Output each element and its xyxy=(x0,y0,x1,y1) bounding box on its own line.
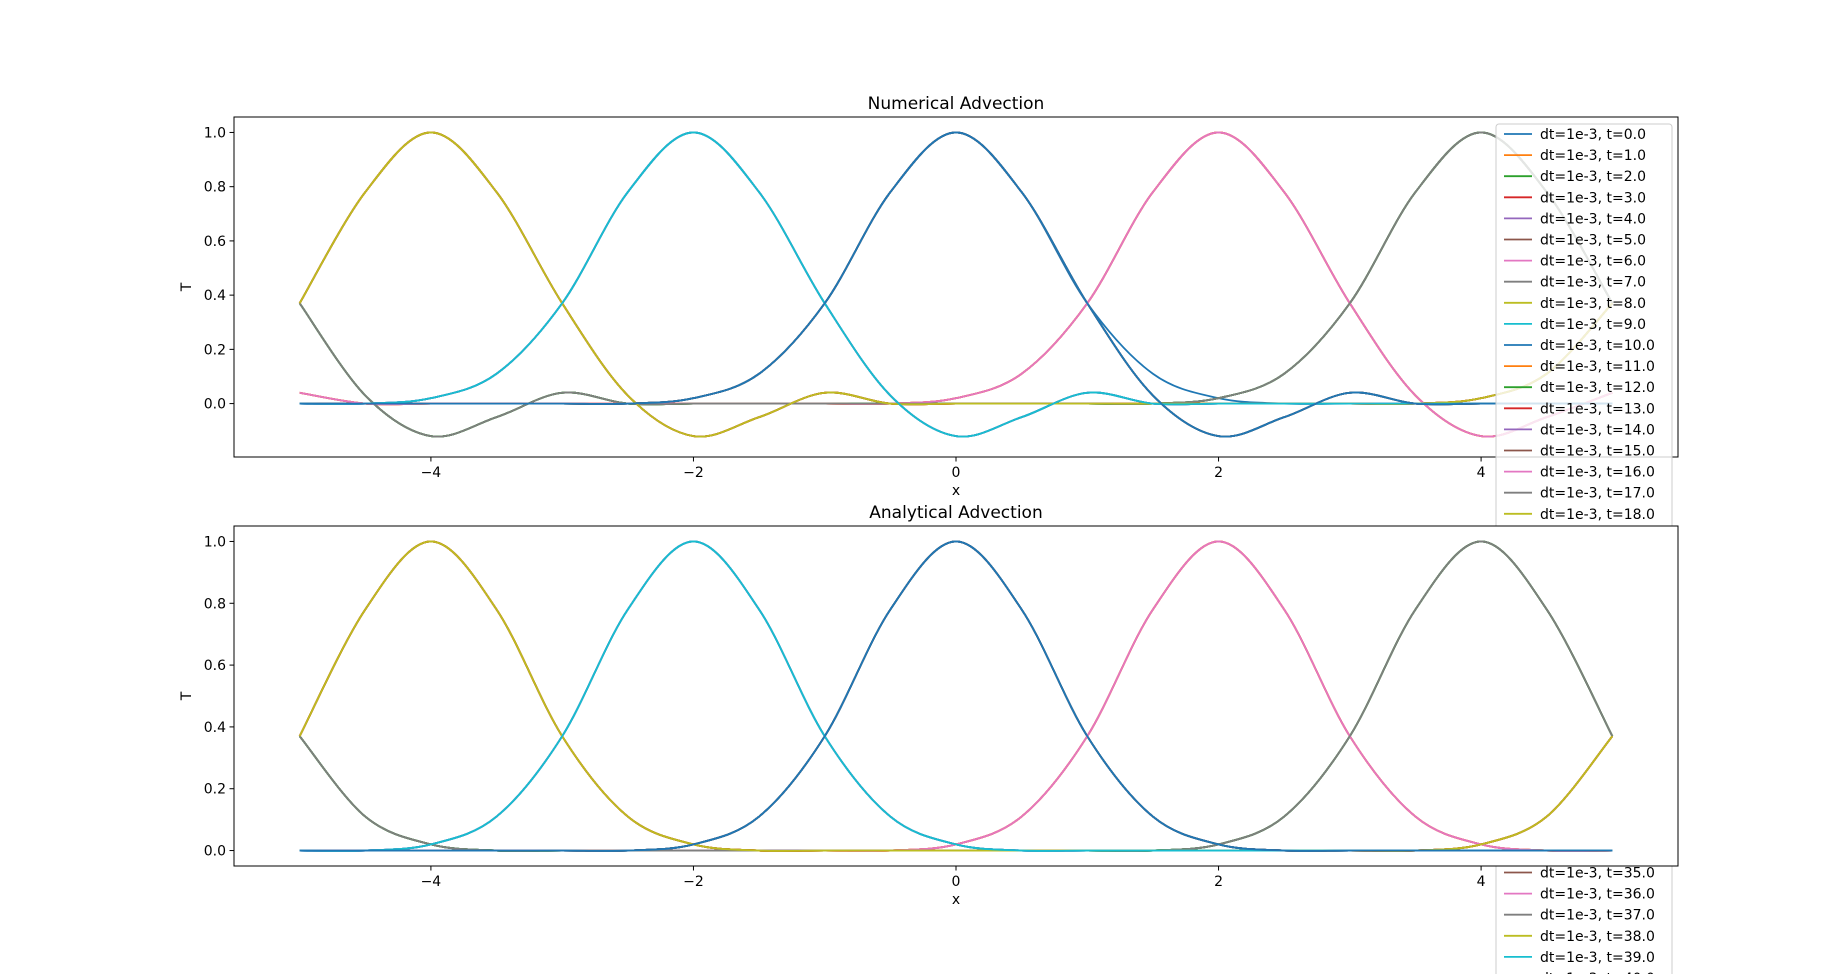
y-tick-label: 0.0 xyxy=(204,844,226,860)
x-tick-label: −2 xyxy=(683,874,704,890)
x-tick-label: 2 xyxy=(1214,465,1223,481)
x-tick-label: 2 xyxy=(1214,874,1223,890)
legend-label: dt=1e-3, t=14.0 xyxy=(1540,422,1655,438)
y-tick-label: 0.4 xyxy=(204,288,226,304)
legend-label: dt=1e-3, t=10.0 xyxy=(1540,338,1655,354)
y-tick-label: 0.6 xyxy=(204,234,226,250)
legend-label: dt=1e-3, t=5.0 xyxy=(1540,233,1646,249)
chart-title: Analytical Advection xyxy=(869,503,1042,523)
plot-area xyxy=(298,131,1614,438)
y-tick-label: 1.0 xyxy=(204,125,226,141)
series-line xyxy=(299,131,1613,438)
series-line xyxy=(299,131,1613,438)
x-axis-label: x xyxy=(952,892,960,908)
y-axis-label: T xyxy=(179,282,195,292)
x-axis-label: x xyxy=(952,483,960,499)
x-tick-label: 0 xyxy=(952,465,961,481)
legend-label: dt=1e-3, t=35.0 xyxy=(1540,866,1655,882)
legend-label: dt=1e-3, t=1.0 xyxy=(1540,148,1646,164)
chart-title: Numerical Advection xyxy=(868,94,1045,114)
y-tick-label: 1.0 xyxy=(204,534,226,550)
y-tick-label: 0.8 xyxy=(204,180,226,196)
y-tick-label: 0.4 xyxy=(204,720,226,736)
legend-label: dt=1e-3, t=7.0 xyxy=(1540,275,1646,291)
axes-background xyxy=(234,526,1678,866)
legend-label: dt=1e-3, t=4.0 xyxy=(1540,211,1646,227)
axes-background xyxy=(234,117,1678,457)
y-axis-label: T xyxy=(179,691,195,701)
legend-label: dt=1e-3, t=40.0 xyxy=(1540,971,1655,974)
x-tick-label: 4 xyxy=(1477,465,1486,481)
legend-label: dt=1e-3, t=18.0 xyxy=(1540,507,1655,523)
x-tick-label: −2 xyxy=(683,465,704,481)
legend-label: dt=1e-3, t=17.0 xyxy=(1540,486,1655,502)
legend-label: dt=1e-3, t=6.0 xyxy=(1540,254,1646,270)
legend-label: dt=1e-3, t=0.0 xyxy=(1540,127,1646,143)
x-tick-label: 0 xyxy=(952,874,961,890)
legend-label: dt=1e-3, t=9.0 xyxy=(1540,317,1646,333)
legend-label: dt=1e-3, t=36.0 xyxy=(1540,887,1655,903)
legend-label: dt=1e-3, t=37.0 xyxy=(1540,908,1655,924)
y-tick-label: 0.6 xyxy=(204,658,226,674)
x-tick-label: −4 xyxy=(421,465,442,481)
x-tick-label: −4 xyxy=(421,874,442,890)
x-tick-label: 4 xyxy=(1477,874,1486,890)
legend-label: dt=1e-3, t=16.0 xyxy=(1540,465,1655,481)
legend-label: dt=1e-3, t=39.0 xyxy=(1540,950,1655,966)
y-tick-label: 0.2 xyxy=(204,782,226,798)
legend-label: dt=1e-3, t=8.0 xyxy=(1540,296,1646,312)
legend-label: dt=1e-3, t=12.0 xyxy=(1540,380,1655,396)
y-tick-label: 0.0 xyxy=(204,397,226,413)
plot-area xyxy=(298,540,1614,852)
legend-label: dt=1e-3, t=11.0 xyxy=(1540,359,1655,375)
legend-label: dt=1e-3, t=38.0 xyxy=(1540,929,1655,945)
legend-label: dt=1e-3, t=2.0 xyxy=(1540,169,1646,185)
legend-label: dt=1e-3, t=13.0 xyxy=(1540,401,1655,417)
y-tick-label: 0.8 xyxy=(204,596,226,612)
legend-label: dt=1e-3, t=3.0 xyxy=(1540,190,1646,206)
y-tick-label: 0.2 xyxy=(204,342,226,358)
legend-label: dt=1e-3, t=15.0 xyxy=(1540,444,1655,460)
series-line xyxy=(299,540,1613,852)
